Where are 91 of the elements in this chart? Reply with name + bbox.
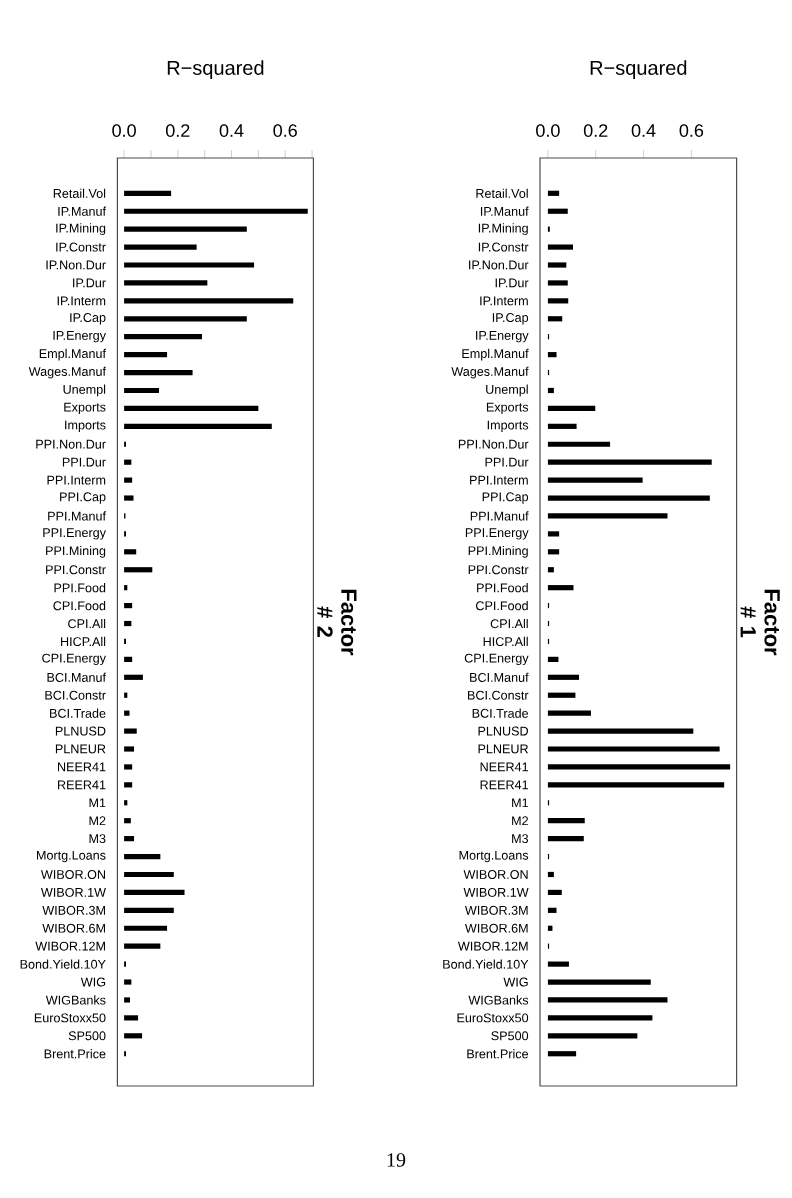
bar bbox=[124, 871, 174, 878]
bar bbox=[547, 352, 557, 358]
bar bbox=[124, 818, 131, 824]
bar bbox=[547, 262, 567, 268]
x-tick-label: 0.0 bbox=[112, 124, 136, 137]
bar bbox=[124, 280, 208, 286]
bar bbox=[124, 746, 135, 752]
bar bbox=[547, 280, 568, 286]
bar bbox=[547, 710, 591, 716]
bar bbox=[124, 262, 255, 268]
bar bbox=[124, 889, 185, 896]
x-tick-label: 0.6 bbox=[273, 124, 297, 137]
bar bbox=[547, 764, 731, 770]
bar bbox=[547, 979, 651, 985]
bar bbox=[547, 513, 668, 519]
bar bbox=[124, 853, 161, 860]
bar bbox=[124, 334, 202, 340]
bar bbox=[124, 1033, 143, 1039]
x-tick-label: 0.2 bbox=[165, 124, 190, 137]
bar bbox=[124, 208, 308, 214]
y-axis-title: Factor # 2 bbox=[317, 589, 357, 656]
bar bbox=[547, 531, 560, 537]
bar bbox=[547, 1033, 638, 1039]
bar bbox=[547, 567, 554, 573]
bar bbox=[124, 782, 133, 788]
bar bbox=[124, 369, 193, 376]
bar bbox=[124, 423, 272, 429]
bar bbox=[124, 226, 247, 232]
bar bbox=[547, 387, 554, 394]
bar bbox=[547, 674, 579, 680]
bar bbox=[124, 997, 131, 1003]
bar bbox=[547, 782, 725, 788]
bar bbox=[124, 728, 137, 734]
bar bbox=[547, 1051, 577, 1057]
bar bbox=[124, 567, 153, 573]
bar bbox=[124, 979, 132, 985]
bar bbox=[547, 190, 560, 196]
bar bbox=[124, 405, 259, 412]
bar bbox=[547, 585, 574, 591]
x-tick-label: 0.0 bbox=[536, 124, 560, 137]
bar bbox=[547, 728, 694, 734]
bar bbox=[547, 549, 560, 555]
bar bbox=[547, 244, 574, 250]
bar bbox=[547, 477, 643, 483]
bar bbox=[547, 692, 576, 698]
bar bbox=[547, 441, 611, 447]
bar bbox=[547, 495, 710, 501]
bar bbox=[547, 818, 585, 824]
bar bbox=[124, 764, 133, 770]
bar bbox=[124, 943, 161, 949]
bar bbox=[124, 925, 168, 931]
bar bbox=[124, 620, 132, 627]
bar bbox=[547, 871, 554, 878]
bar bbox=[547, 1015, 653, 1021]
bar bbox=[124, 190, 172, 196]
bar bbox=[547, 961, 569, 967]
bar bbox=[547, 836, 584, 842]
bar bbox=[547, 656, 559, 662]
y-axis-title: Factor # 1 bbox=[740, 589, 780, 656]
chart-title: R−squared bbox=[167, 60, 264, 79]
x-tick-label: 0.2 bbox=[583, 124, 608, 137]
bar bbox=[124, 459, 132, 465]
bar bbox=[124, 836, 135, 842]
bar bbox=[547, 459, 712, 465]
x-tick-label: 0.4 bbox=[219, 124, 244, 137]
bar bbox=[547, 405, 596, 412]
bar bbox=[124, 352, 168, 358]
bar bbox=[124, 603, 133, 609]
bar bbox=[547, 746, 720, 752]
bar bbox=[547, 423, 577, 429]
bar bbox=[124, 549, 137, 555]
bar bbox=[547, 298, 569, 304]
bar bbox=[547, 208, 568, 214]
bar bbox=[547, 889, 562, 896]
bar bbox=[124, 477, 133, 483]
bar bbox=[124, 316, 247, 322]
bar bbox=[124, 907, 174, 913]
bar bbox=[547, 316, 563, 322]
bar bbox=[124, 656, 133, 662]
bar bbox=[124, 495, 134, 501]
bar bbox=[124, 298, 294, 304]
bar bbox=[124, 1015, 139, 1021]
bar bbox=[124, 387, 160, 394]
bar bbox=[547, 907, 557, 913]
x-tick-label: 0.4 bbox=[631, 124, 656, 137]
bar bbox=[124, 674, 143, 680]
text: 19 bbox=[387, 1153, 406, 1167]
x-tick-label: 0.6 bbox=[679, 124, 704, 137]
bar bbox=[547, 997, 668, 1003]
bar bbox=[124, 244, 197, 250]
chart-title: R−squared bbox=[590, 60, 687, 79]
